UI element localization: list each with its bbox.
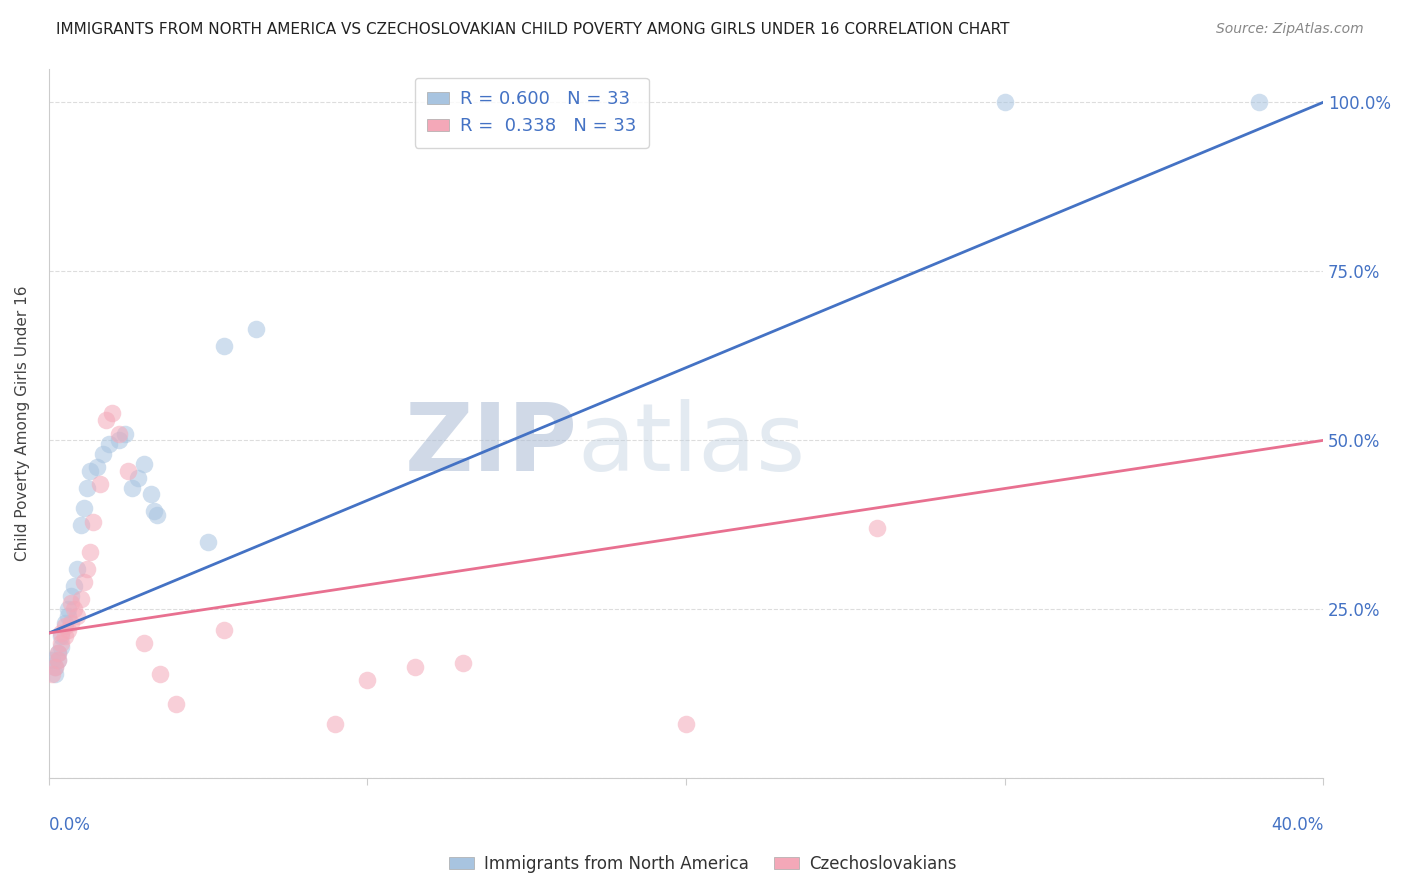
Point	[121, 481, 143, 495]
Point	[41, 653, 63, 667]
Point	[149, 666, 172, 681]
Point	[101, 406, 124, 420]
Point	[127, 470, 149, 484]
Legend: R = 0.600   N = 33, R =  0.338   N = 33: R = 0.600 N = 33, R = 0.338 N = 33	[415, 78, 648, 148]
Point	[53, 615, 76, 630]
Point	[134, 457, 156, 471]
Point	[108, 434, 131, 448]
Point	[451, 657, 474, 671]
Point	[866, 521, 889, 535]
Point	[46, 653, 69, 667]
Point	[82, 515, 104, 529]
Point	[41, 666, 63, 681]
Y-axis label: Child Poverty Among Girls Under 16: Child Poverty Among Girls Under 16	[15, 285, 30, 561]
Point	[69, 517, 91, 532]
Point	[86, 460, 108, 475]
Point	[356, 673, 378, 688]
Point	[46, 646, 69, 660]
Point	[44, 660, 66, 674]
Point	[53, 630, 76, 644]
Point	[94, 413, 117, 427]
Text: atlas: atlas	[578, 399, 806, 491]
Point	[79, 545, 101, 559]
Point	[46, 653, 69, 667]
Legend: Immigrants from North America, Czechoslovakians: Immigrants from North America, Czechoslo…	[443, 848, 963, 880]
Point	[51, 626, 73, 640]
Point	[56, 609, 79, 624]
Point	[60, 589, 83, 603]
Point	[56, 602, 79, 616]
Point	[46, 646, 69, 660]
Point	[404, 660, 426, 674]
Point	[212, 339, 235, 353]
Point	[73, 500, 96, 515]
Point	[142, 504, 165, 518]
Point	[134, 636, 156, 650]
Text: 40.0%: 40.0%	[1271, 815, 1323, 834]
Point	[91, 447, 114, 461]
Point	[139, 487, 162, 501]
Point	[56, 623, 79, 637]
Point	[325, 717, 347, 731]
Point	[108, 426, 131, 441]
Point	[212, 623, 235, 637]
Point	[53, 619, 76, 633]
Point	[66, 562, 89, 576]
Point	[51, 630, 73, 644]
Point	[98, 436, 121, 450]
Point	[89, 477, 111, 491]
Point	[60, 615, 83, 630]
Point	[993, 95, 1015, 110]
Text: Source: ZipAtlas.com: Source: ZipAtlas.com	[1216, 22, 1364, 37]
Point	[44, 666, 66, 681]
Point	[76, 562, 98, 576]
Point	[51, 640, 73, 654]
Point	[146, 508, 169, 522]
Point	[63, 579, 86, 593]
Point	[66, 609, 89, 624]
Point	[63, 602, 86, 616]
Point	[117, 464, 139, 478]
Point	[165, 697, 187, 711]
Point	[51, 636, 73, 650]
Point	[245, 322, 267, 336]
Point	[197, 534, 219, 549]
Point	[73, 575, 96, 590]
Point	[1249, 95, 1271, 110]
Text: ZIP: ZIP	[405, 399, 578, 491]
Point	[76, 481, 98, 495]
Point	[114, 426, 136, 441]
Point	[69, 592, 91, 607]
Text: IMMIGRANTS FROM NORTH AMERICA VS CZECHOSLOVAKIAN CHILD POVERTY AMONG GIRLS UNDER: IMMIGRANTS FROM NORTH AMERICA VS CZECHOS…	[56, 22, 1010, 37]
Point	[44, 660, 66, 674]
Point	[79, 464, 101, 478]
Text: 0.0%: 0.0%	[49, 815, 90, 834]
Point	[60, 596, 83, 610]
Point	[675, 717, 697, 731]
